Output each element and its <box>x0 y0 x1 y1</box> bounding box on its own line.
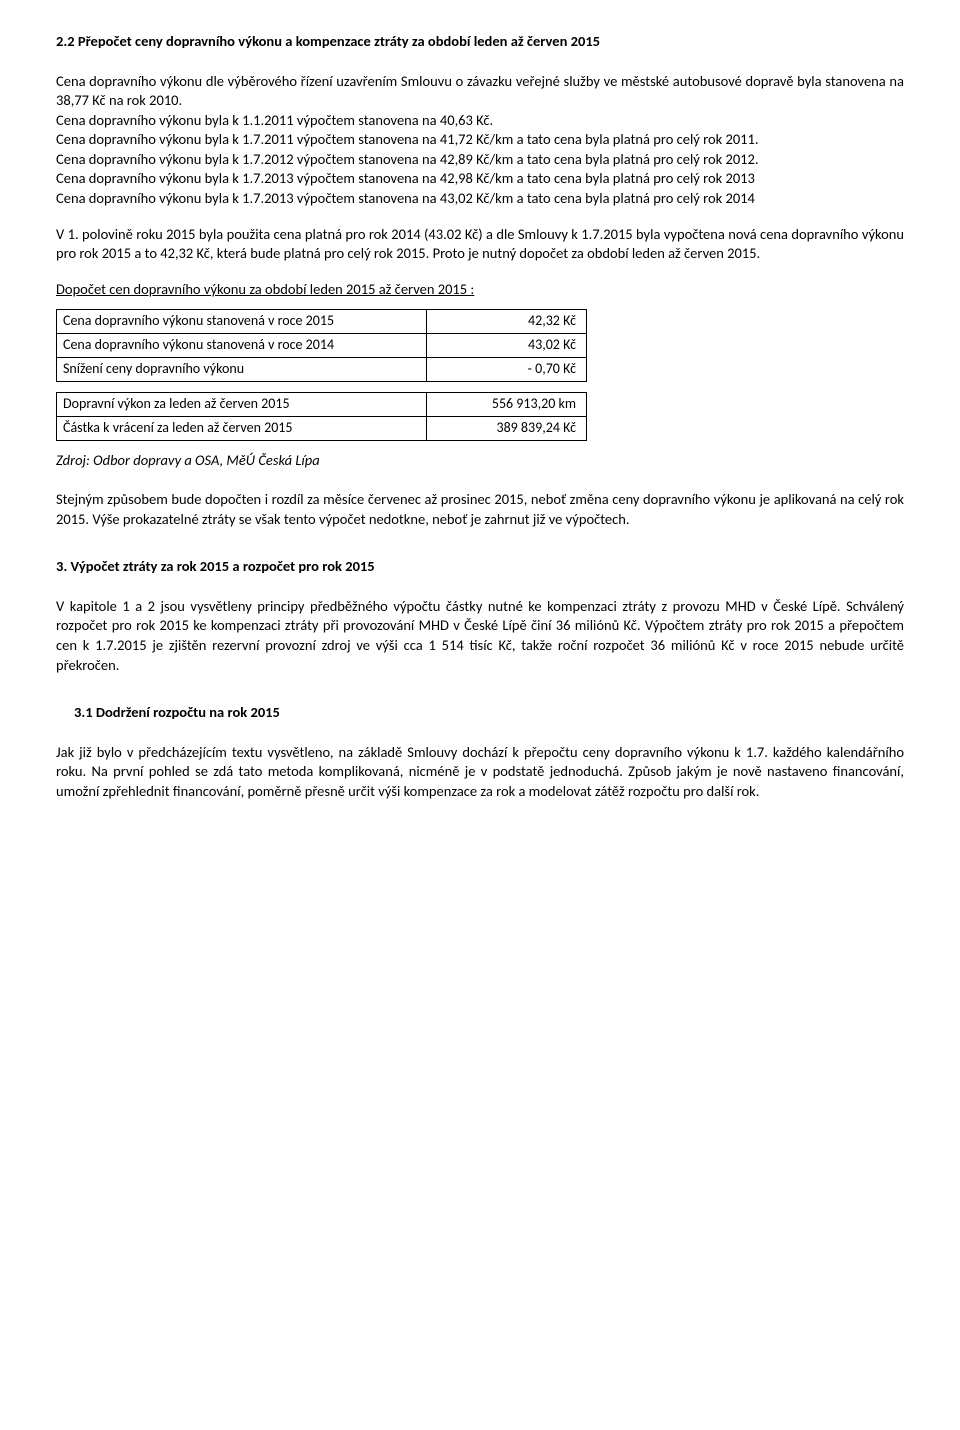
para-half-year: V 1. polovině roku 2015 byla použita cen… <box>56 225 904 264</box>
table-row: Částka k vrácení za leden až červen 2015… <box>57 416 587 440</box>
section-3-heading: 3. Výpočet ztráty za rok 2015 a rozpočet… <box>56 557 904 577</box>
price-table: Cena dopravního výkonu stanovená v roce … <box>56 309 587 382</box>
para-intro-5: Cena dopravního výkonu byla k 1.7.2013 v… <box>56 169 904 189</box>
table-row: Snížení ceny dopravního výkonu - 0,70 Kč <box>57 357 587 381</box>
performance-table: Dopravní výkon za leden až červen 2015 5… <box>56 392 587 441</box>
para-intro-6: Cena dopravního výkonu byla k 1.7.2013 v… <box>56 189 904 209</box>
para-same-method: Stejným způsobem bude dopočten i rozdíl … <box>56 490 904 529</box>
cell-value: 42,32 Kč <box>427 310 587 334</box>
cell-label: Cena dopravního výkonu stanovená v roce … <box>57 334 427 358</box>
section-3-1-heading: 3.1 Dodržení rozpočtu na rok 2015 <box>56 703 904 723</box>
cell-value: 389 839,24 Kč <box>427 416 587 440</box>
para-intro-1: Cena dopravního výkonu dle výběrového ří… <box>56 72 904 111</box>
cell-label: Cena dopravního výkonu stanovená v roce … <box>57 310 427 334</box>
cell-value: 43,02 Kč <box>427 334 587 358</box>
source-note: Zdroj: Odbor dopravy a OSA, MěÚ Česká Lí… <box>56 451 904 471</box>
cell-label: Dopravní výkon za leden až červen 2015 <box>57 392 427 416</box>
cell-value: 556 913,20 km <box>427 392 587 416</box>
para-intro-3: Cena dopravního výkonu byla k 1.7.2011 v… <box>56 130 904 150</box>
section-2-2-heading: 2.2 Přepočet ceny dopravního výkonu a ko… <box>56 32 904 52</box>
cell-value: - 0,70 Kč <box>427 357 587 381</box>
table-row: Dopravní výkon za leden až červen 2015 5… <box>57 392 587 416</box>
table-row: Cena dopravního výkonu stanovená v roce … <box>57 334 587 358</box>
subheading-dopocet: Dopočet cen dopravního výkonu za období … <box>56 280 904 300</box>
table-row: Cena dopravního výkonu stanovená v roce … <box>57 310 587 334</box>
para-intro-2: Cena dopravního výkonu byla k 1.1.2011 v… <box>56 111 904 131</box>
cell-label: Částka k vrácení za leden až červen 2015 <box>57 416 427 440</box>
para-section3-body: V kapitole 1 a 2 jsou vysvětleny princip… <box>56 597 904 675</box>
para-intro-4: Cena dopravního výkonu byla k 1.7.2012 v… <box>56 150 904 170</box>
para-section3-1-body: Jak již bylo v předcházejícím textu vysv… <box>56 743 904 802</box>
cell-label: Snížení ceny dopravního výkonu <box>57 357 427 381</box>
